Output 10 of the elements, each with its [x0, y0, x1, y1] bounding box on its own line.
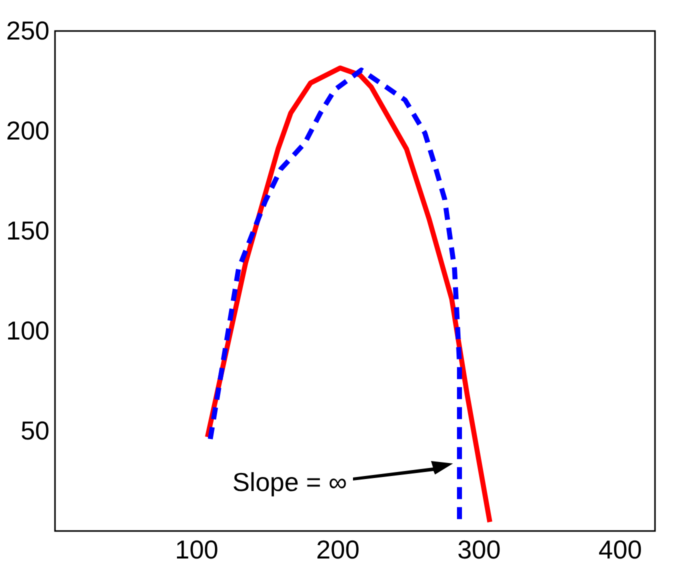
y-tick-label: 100 [6, 316, 50, 346]
y-tick-label: 250 [6, 16, 50, 46]
annotation: Slope = ∞ [232, 467, 347, 497]
y-tick-label: 200 [6, 116, 50, 146]
y-tick-label: 150 [6, 216, 50, 246]
y-tick-label: 50 [20, 416, 50, 446]
x-tick-label: 300 [457, 534, 501, 564]
x-tick-label: 200 [316, 534, 360, 564]
x-tick-label: 100 [174, 534, 218, 564]
x-tick-label: 400 [598, 534, 642, 564]
